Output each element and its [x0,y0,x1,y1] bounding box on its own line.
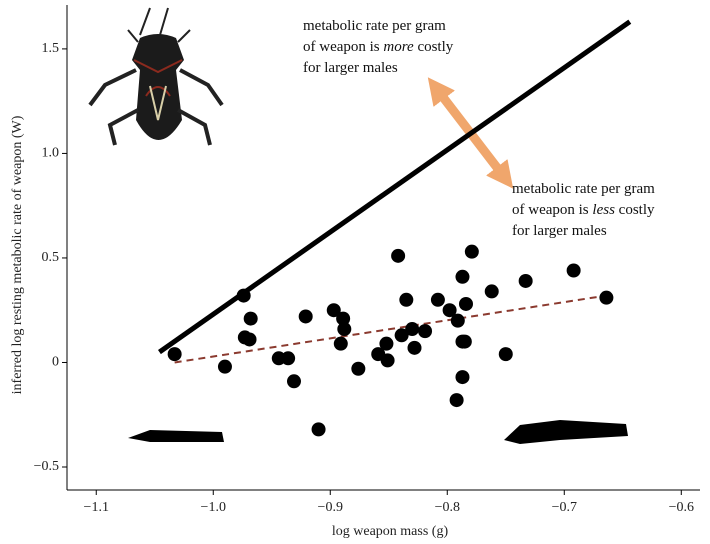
annotation-part: more [383,39,414,55]
data-point [498,347,513,362]
y-axis-label: inferred log resting metabolic rate of w… [10,115,25,394]
small-weapon-silhouette [128,430,224,442]
y-tick-label: −0.5 [34,459,59,474]
data-point [455,370,470,385]
x-axis-label: log weapon mass (g) [332,524,449,539]
x-tick-label: −1.1 [84,500,109,515]
data-point [599,290,614,305]
annotation: of weapon is less costly [512,202,655,218]
y-tick-label: 1.5 [42,41,60,56]
data-point [430,292,445,307]
data-point [333,336,348,351]
data-point [418,324,433,339]
data-point [236,288,251,303]
data-point [311,422,326,437]
data-point [484,284,499,299]
data-point [394,328,409,343]
annotation-part: of weapon is [303,39,383,55]
data-point [450,313,465,328]
data-point [566,263,581,278]
fit-line-dashed [174,294,607,364]
annotation-part: for larger males [303,60,398,76]
annotation-part: for larger males [512,223,607,239]
x-tick-label: −1.0 [201,500,226,515]
annotation: metabolic rate per gram [303,18,446,34]
data-point [455,269,470,284]
bug-illustration [88,7,224,146]
data-point [442,303,457,318]
data-point [391,248,406,263]
data-point [298,309,313,324]
y-tick-label: 0.5 [42,250,60,265]
annotation: for larger males [303,60,398,76]
data-point [458,296,473,311]
data-point [281,351,296,366]
annotation-part: metabolic rate per gram [512,181,655,197]
data-point [380,353,395,368]
data-point [167,347,182,362]
x-tick-label: −0.6 [669,500,694,515]
annotation-part: costly [615,202,655,218]
annotation-part: metabolic rate per gram [303,18,446,34]
data-point [242,332,257,347]
data-point [336,311,351,326]
data-point [405,322,420,337]
data-point [217,359,232,374]
x-tick-label: −0.9 [318,500,343,515]
x-tick-label: −0.8 [435,500,460,515]
annotation: metabolic rate per gram [512,181,655,197]
data-point [399,292,414,307]
annotation-part: of weapon is [512,202,592,218]
y-tick-label: 1.0 [42,146,60,161]
y-tick-label: 0 [52,355,59,370]
data-point [286,374,301,389]
data-point [351,361,366,376]
data-point [243,311,258,326]
data-point [518,273,533,288]
data-point [407,340,422,355]
large-weapon-silhouette [504,420,628,444]
annotation: for larger males [512,223,607,239]
annotation: of weapon is more costly [303,39,454,55]
data-point [326,303,341,318]
data-point [379,336,394,351]
x-tick-label: −0.7 [552,500,577,515]
annotation-part: costly [414,39,454,55]
annotation-part: less [592,202,615,218]
data-point [449,393,464,408]
data-point [464,244,479,259]
data-point [457,334,472,349]
data-point [337,322,352,337]
